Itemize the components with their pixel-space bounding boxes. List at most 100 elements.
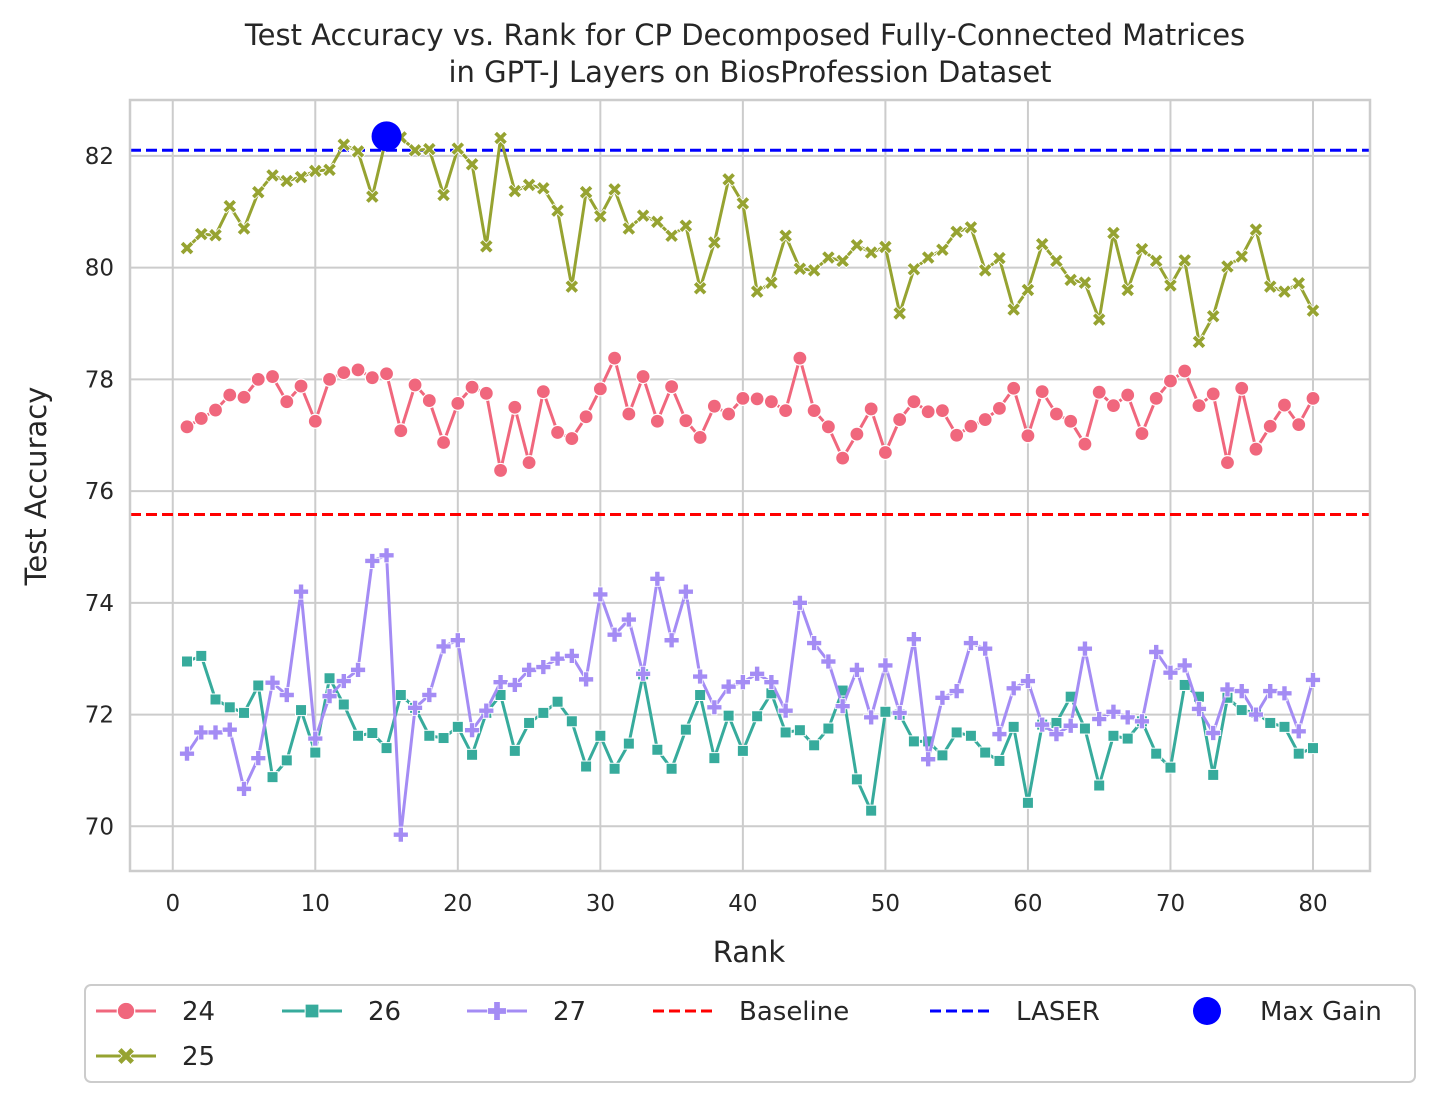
series-26-point bbox=[651, 743, 664, 756]
series-27-point bbox=[906, 631, 922, 648]
series-27-point bbox=[649, 570, 666, 587]
series-26-point bbox=[380, 742, 393, 755]
series-27-point bbox=[720, 678, 737, 695]
series-25-point bbox=[920, 250, 936, 265]
series-24-point bbox=[863, 401, 879, 417]
series-27-point bbox=[578, 671, 594, 688]
series-26-point bbox=[622, 737, 635, 750]
legend-label: LASER bbox=[1016, 997, 1100, 1027]
series-26-point bbox=[979, 746, 992, 759]
tick-labels: 0 10 20 30 40 50 60 70 80 70 72 74 76 78 80 82 bbox=[85, 144, 1328, 917]
series-27-point bbox=[749, 665, 766, 682]
series-26-point bbox=[451, 720, 464, 733]
legend-marker bbox=[487, 1001, 507, 1021]
series-25-point bbox=[963, 220, 979, 235]
series-26-point bbox=[1306, 742, 1319, 755]
series-27-point bbox=[236, 780, 252, 797]
series-26-point bbox=[1235, 704, 1248, 717]
y-tick-label: 76 bbox=[85, 479, 114, 505]
series-25-point bbox=[1205, 308, 1221, 324]
series-25-point bbox=[949, 224, 965, 240]
series-27-point bbox=[350, 661, 366, 678]
series-27-point bbox=[549, 650, 566, 667]
series-25-point bbox=[1049, 253, 1064, 269]
series-27 bbox=[179, 547, 1321, 843]
series-24-point bbox=[835, 450, 851, 466]
series-27-point bbox=[1077, 640, 1093, 657]
series-26-point bbox=[565, 715, 578, 728]
series-26-point bbox=[423, 729, 436, 742]
series-25-point bbox=[493, 130, 508, 146]
series-24-point bbox=[949, 427, 965, 443]
series-27-point bbox=[335, 673, 352, 689]
series-27-point bbox=[179, 745, 195, 762]
series-26-point bbox=[394, 689, 407, 702]
series-24-point bbox=[1120, 387, 1136, 403]
series-25-point bbox=[992, 250, 1007, 266]
series-25-point bbox=[550, 203, 565, 218]
chart-title-line-1: Test Accuracy vs. Rank for CP Decomposed… bbox=[244, 18, 1245, 52]
series-27-point bbox=[791, 594, 808, 611]
legend-label: Baseline bbox=[739, 997, 849, 1027]
series-24-point bbox=[578, 409, 594, 425]
series-26-point bbox=[808, 739, 821, 752]
series-25-point bbox=[1191, 334, 1207, 350]
series-25-point bbox=[193, 226, 209, 242]
series-25-point bbox=[1234, 249, 1250, 264]
series-26-point bbox=[1093, 779, 1106, 792]
series-26-point bbox=[1264, 716, 1277, 729]
series-27-point bbox=[1290, 723, 1307, 740]
series-24-point bbox=[364, 370, 380, 386]
series-25-point bbox=[792, 261, 808, 277]
y-tick-label: 70 bbox=[85, 814, 114, 840]
series-24-point bbox=[393, 423, 409, 439]
series-25-point bbox=[1248, 222, 1264, 237]
series-27-point bbox=[934, 689, 951, 706]
series-group bbox=[179, 128, 1321, 843]
series-25-point bbox=[1163, 278, 1178, 293]
series-25-point bbox=[507, 183, 523, 199]
series-27-point bbox=[1048, 726, 1065, 743]
series-27-point bbox=[734, 674, 751, 691]
series-26-point bbox=[537, 706, 550, 719]
series-24-point bbox=[735, 390, 751, 406]
series-26-point bbox=[679, 723, 692, 736]
series-24-point bbox=[1205, 386, 1221, 402]
series-27-point bbox=[378, 547, 395, 564]
series-26-point bbox=[722, 709, 735, 722]
series-24-point bbox=[1006, 380, 1022, 396]
series-27-point bbox=[392, 826, 409, 843]
series-24-point bbox=[849, 426, 865, 442]
series-24-point bbox=[664, 379, 680, 395]
series-24-point bbox=[678, 413, 694, 429]
series-24-point bbox=[1305, 390, 1321, 406]
series-24-point bbox=[350, 362, 366, 378]
series-25-point bbox=[535, 180, 551, 196]
max-gain-point bbox=[371, 121, 402, 152]
series-26-point bbox=[181, 655, 194, 668]
series-27-point bbox=[1034, 716, 1051, 733]
series-25 bbox=[179, 128, 1321, 350]
series-25-point bbox=[621, 221, 637, 236]
series-25-point bbox=[464, 156, 480, 172]
legend-label: 27 bbox=[553, 997, 586, 1027]
x-tick-label: 70 bbox=[1156, 891, 1185, 917]
x-tick-label: 60 bbox=[1013, 891, 1042, 917]
series-25-point bbox=[664, 228, 679, 244]
series-27-point bbox=[763, 674, 780, 691]
series-24-point bbox=[421, 392, 437, 409]
series-25-point bbox=[1006, 302, 1022, 317]
series-26-point bbox=[309, 746, 322, 759]
series-24-point bbox=[778, 403, 794, 419]
series-27-point bbox=[478, 702, 495, 719]
series-27-point bbox=[1205, 725, 1222, 741]
series-26-point bbox=[822, 722, 835, 735]
series-24-point bbox=[1234, 380, 1250, 396]
series-24-point bbox=[279, 394, 295, 410]
series-24-point bbox=[1034, 384, 1050, 400]
series-24-point bbox=[1162, 373, 1179, 389]
series-27-point bbox=[364, 553, 381, 569]
series-24-point bbox=[1248, 441, 1264, 457]
